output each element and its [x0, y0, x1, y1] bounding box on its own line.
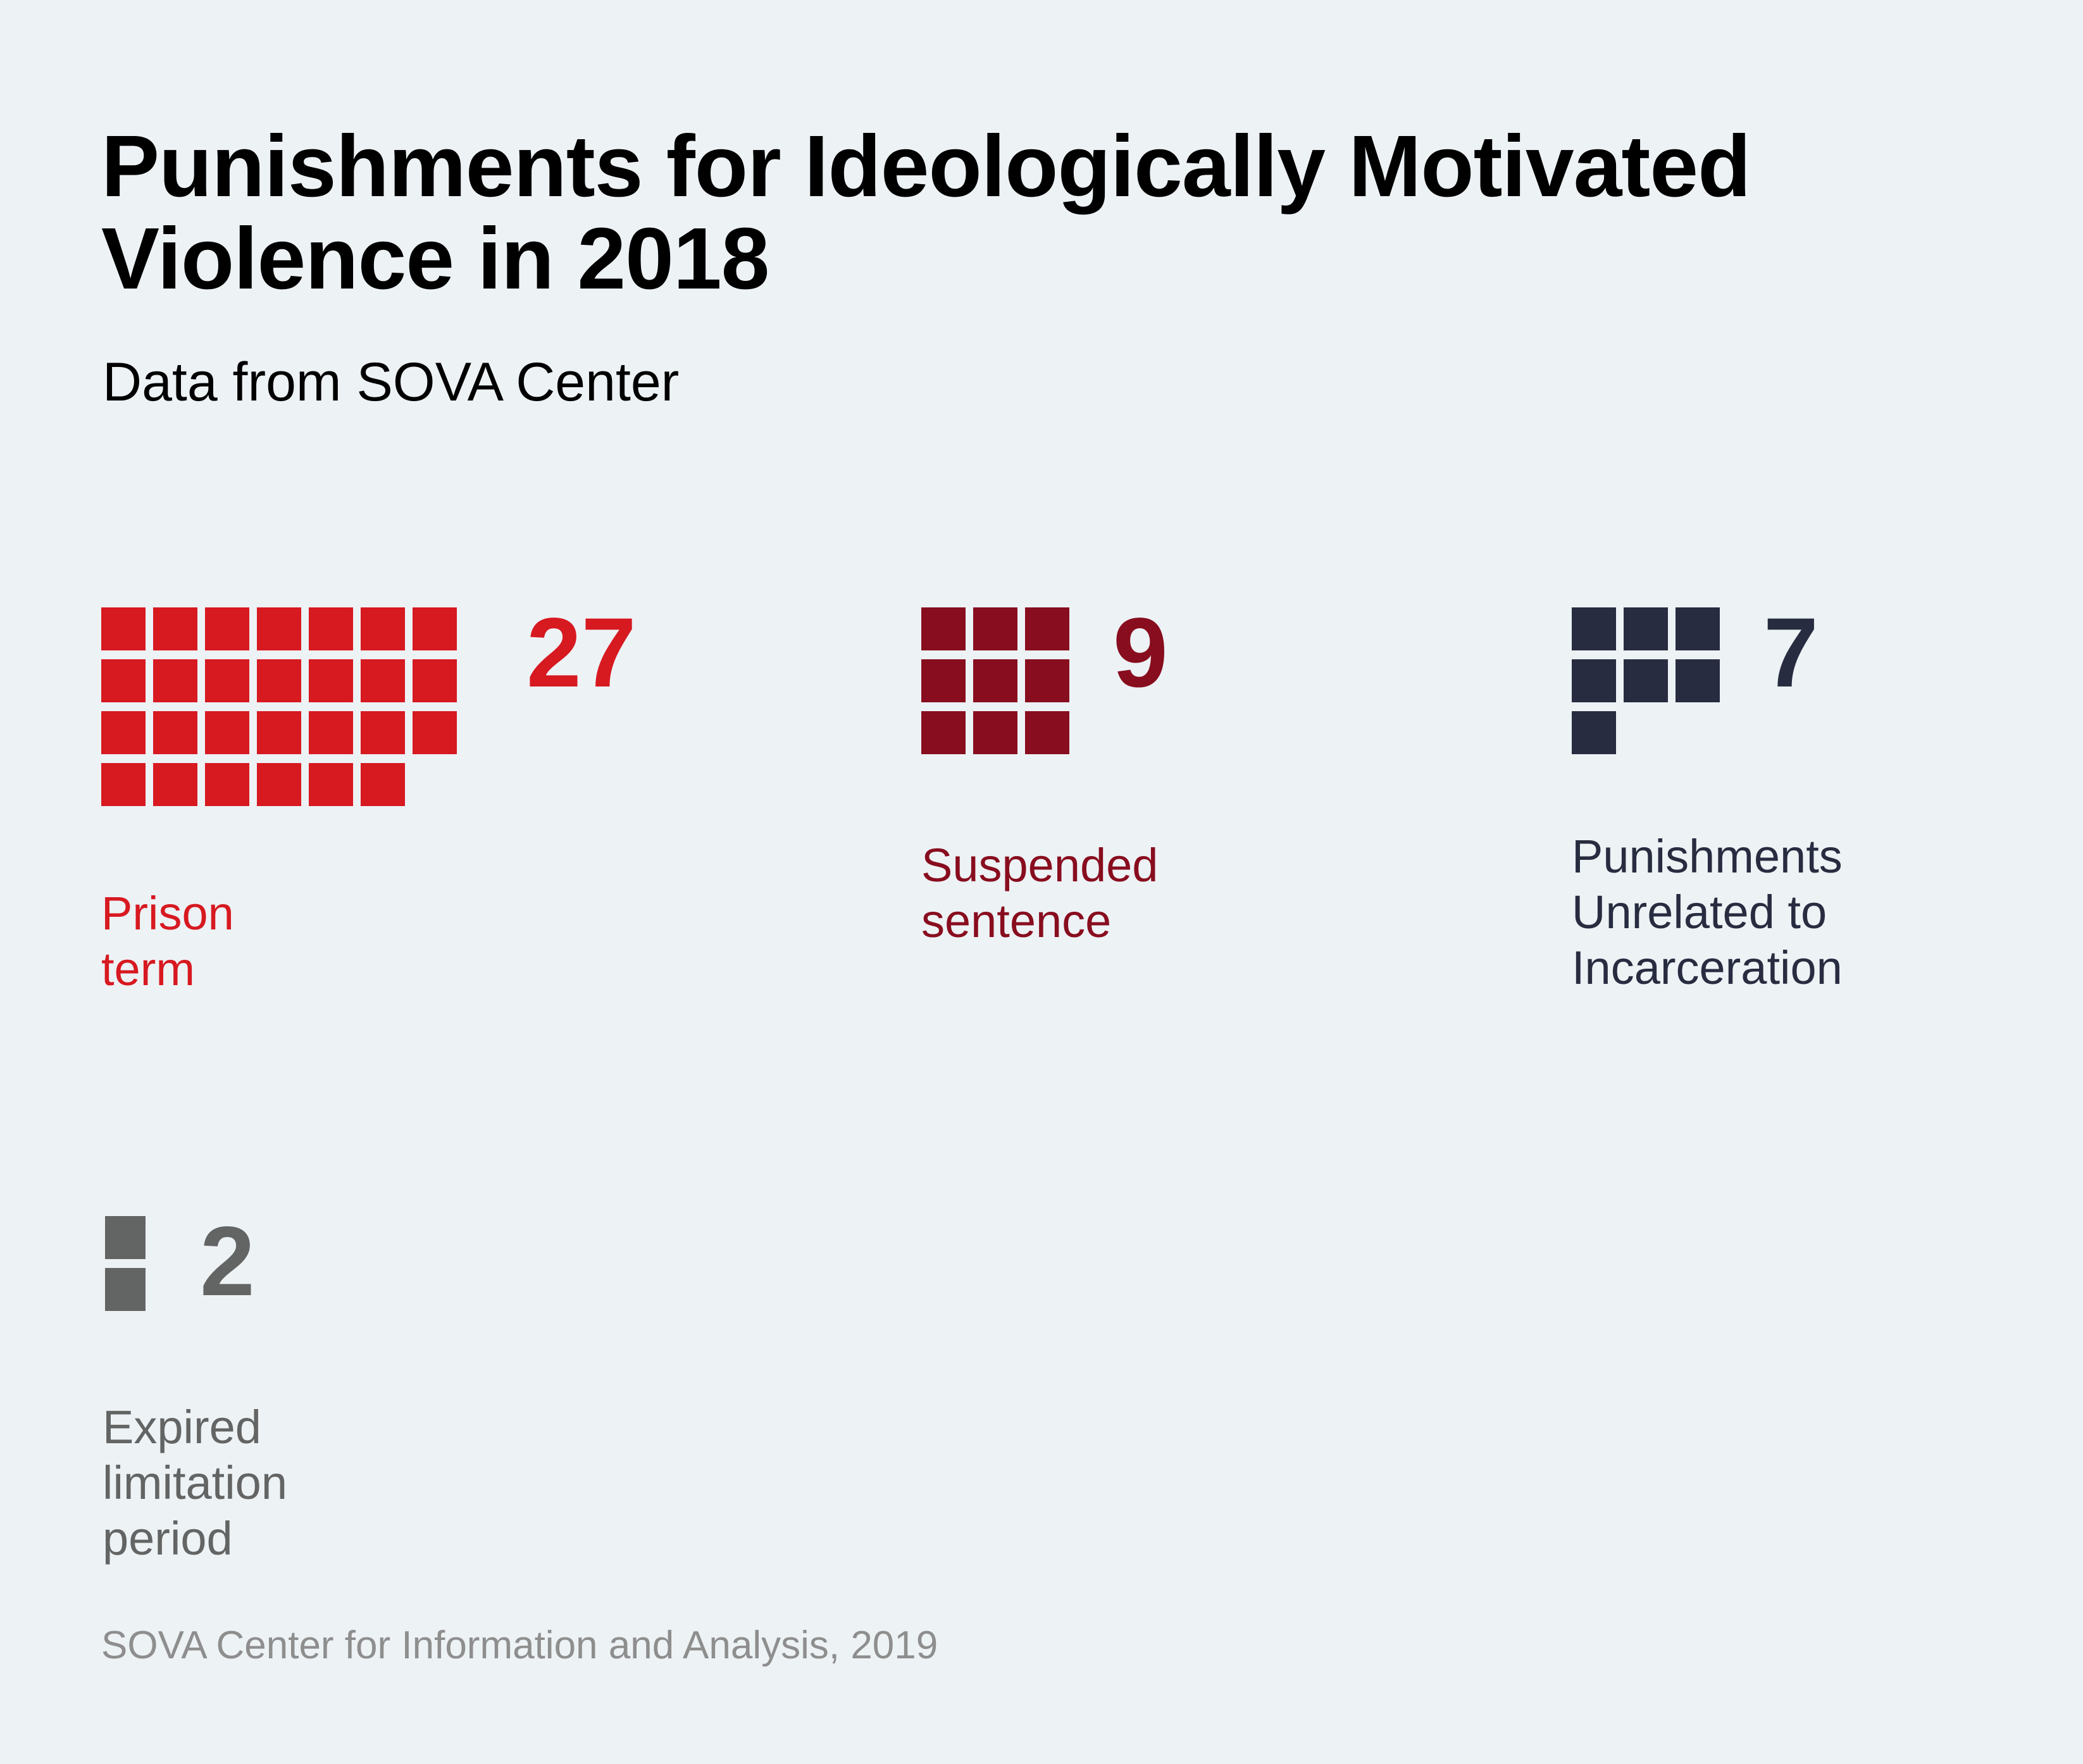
value-label-expired-limitation: 2	[200, 1207, 255, 1317]
waffle-cell	[257, 659, 301, 702]
waffle-cell	[205, 763, 249, 806]
waffle-cell	[101, 659, 146, 702]
waffle-cell	[921, 607, 966, 650]
waffle-cell	[101, 711, 146, 754]
waffle-cell	[1572, 607, 1616, 650]
label-line: Incarceration	[1572, 941, 1843, 994]
waffle-cell	[361, 711, 405, 754]
waffle-cell	[205, 659, 249, 702]
waffle-cell	[973, 607, 1017, 650]
waffle-cell	[105, 1216, 146, 1259]
waffle-cell	[973, 711, 1017, 754]
waffle-cell	[1025, 607, 1069, 650]
waffle-cell	[921, 711, 966, 754]
waffle-cell	[413, 607, 457, 650]
label-line: Punishments	[1572, 830, 1843, 883]
label-line: Prison term	[101, 887, 234, 995]
waffle-cell	[309, 711, 353, 754]
waffle-cell	[153, 763, 197, 806]
waffle-cell	[101, 763, 146, 806]
waffle-cell	[1676, 607, 1720, 650]
chart-title: Punishments for Ideologically Motivated …	[101, 118, 1751, 307]
value-label-suspended-sentence: 9	[1113, 598, 1168, 708]
waffle-cell	[361, 659, 405, 702]
waffle-cell	[1025, 711, 1069, 754]
label-line: Suspended	[921, 839, 1159, 891]
waffle-cell	[205, 711, 249, 754]
waffle-cell	[309, 763, 353, 806]
waffle-cell	[361, 607, 405, 650]
value-label-prison-term: 27	[526, 598, 637, 708]
waffle-cell	[257, 763, 301, 806]
waffle-cell	[1572, 659, 1616, 702]
waffle-cell	[921, 659, 966, 702]
waffle-cell	[153, 659, 197, 702]
waffle-cell	[361, 763, 405, 806]
waffle-cell	[1572, 711, 1616, 754]
chart-subtitle: Data from SOVA Center	[103, 352, 680, 413]
label-line: sentence	[921, 895, 1112, 947]
waffle-cell	[309, 607, 353, 650]
waffle-cell	[205, 607, 249, 650]
category-label-expired-limitation: Expired limitation period	[103, 1400, 287, 1567]
waffle-cell	[1025, 659, 1069, 702]
label-line: Expired limitation	[103, 1401, 287, 1509]
label-line: period	[103, 1512, 233, 1565]
waffle-cell	[101, 607, 146, 650]
value-label-unrelated-punishments: 7	[1763, 598, 1819, 708]
waffle-cell	[413, 659, 457, 702]
waffle-cell	[973, 659, 1017, 702]
waffle-cell	[257, 711, 301, 754]
waffle-cell	[257, 607, 301, 650]
category-label-suspended-sentence: Suspended sentence	[921, 838, 1158, 949]
waffle-cell	[1624, 607, 1668, 650]
source-footer: SOVA Center for Information and Analysis…	[101, 1624, 938, 1667]
waffle-cell	[1676, 659, 1720, 702]
category-label-unrelated-punishments: Punishments Unrelated to Incarceration	[1572, 829, 1843, 996]
waffle-cell	[413, 711, 457, 754]
waffle-cell	[153, 711, 197, 754]
category-label-prison-term: Prison term	[101, 886, 234, 997]
waffle-cell	[309, 659, 353, 702]
waffle-cell	[153, 607, 197, 650]
waffle-cell	[1624, 659, 1668, 702]
waffle-cell	[105, 1268, 146, 1311]
label-line: Unrelated to	[1572, 886, 1827, 938]
